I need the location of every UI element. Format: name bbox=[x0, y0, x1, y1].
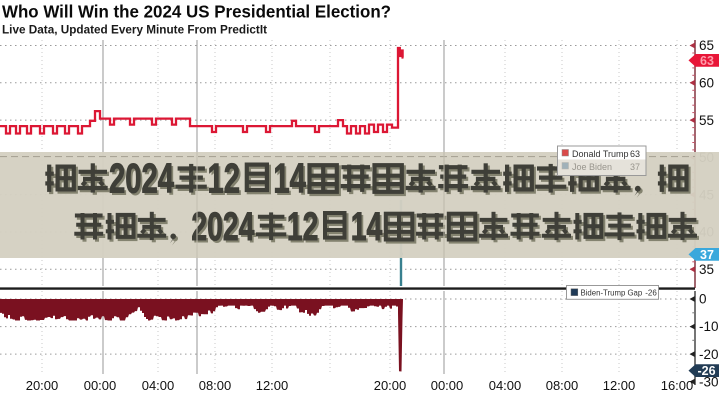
svg-text:63: 63 bbox=[630, 149, 640, 159]
svg-text:12:00: 12:00 bbox=[256, 378, 289, 393]
svg-text:08:00: 08:00 bbox=[199, 378, 232, 393]
svg-text:Biden-Trump Gap: Biden-Trump Gap bbox=[581, 288, 643, 297]
svg-text:Live Data, Updated Every Minut: Live Data, Updated Every Minute From Pre… bbox=[2, 23, 267, 37]
svg-text:Who Will Win the 2024 US Presi: Who Will Win the 2024 US Presidential El… bbox=[2, 2, 391, 22]
svg-text:-30: -30 bbox=[699, 374, 719, 389]
svg-text:00:00: 00:00 bbox=[84, 378, 117, 393]
svg-text:Donald Trump: Donald Trump bbox=[572, 149, 629, 159]
svg-text:12:00: 12:00 bbox=[603, 378, 636, 393]
svg-text:14: 14 bbox=[353, 206, 385, 251]
svg-text:2024: 2024 bbox=[109, 155, 174, 202]
svg-text:20:00: 20:00 bbox=[374, 378, 407, 393]
svg-text:12: 12 bbox=[210, 157, 243, 204]
svg-text:-26: -26 bbox=[645, 288, 657, 297]
svg-text:12: 12 bbox=[287, 204, 319, 249]
svg-text:12: 12 bbox=[289, 206, 321, 251]
svg-text:12: 12 bbox=[208, 155, 241, 202]
svg-text:-26: -26 bbox=[698, 364, 716, 378]
svg-text:20:00: 20:00 bbox=[26, 378, 59, 393]
svg-text:2024: 2024 bbox=[111, 157, 176, 204]
svg-text:04:00: 04:00 bbox=[489, 378, 522, 393]
svg-text:55: 55 bbox=[699, 113, 714, 128]
svg-text:63: 63 bbox=[700, 54, 714, 68]
svg-text:08:00: 08:00 bbox=[546, 378, 579, 393]
svg-text:14: 14 bbox=[273, 155, 306, 202]
svg-text:60: 60 bbox=[699, 76, 714, 91]
svg-text:14: 14 bbox=[275, 157, 308, 204]
svg-text:00:00: 00:00 bbox=[431, 378, 464, 393]
svg-text:14: 14 bbox=[351, 204, 383, 249]
svg-text:-20: -20 bbox=[699, 347, 719, 362]
svg-text:04:00: 04:00 bbox=[142, 378, 175, 393]
svg-text:-10: -10 bbox=[699, 319, 719, 334]
svg-text:0: 0 bbox=[699, 292, 707, 307]
svg-text:35: 35 bbox=[699, 262, 714, 277]
svg-text:2024: 2024 bbox=[191, 204, 254, 249]
svg-text:16:00: 16:00 bbox=[661, 378, 694, 393]
svg-text:65: 65 bbox=[699, 38, 714, 53]
svg-text:2024: 2024 bbox=[193, 206, 256, 251]
svg-text:37: 37 bbox=[700, 248, 714, 262]
